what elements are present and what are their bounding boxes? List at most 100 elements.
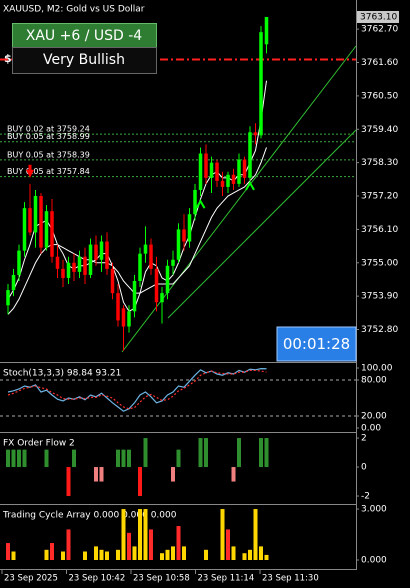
candle-body <box>132 280 137 312</box>
y-tick-label: 3755.00 <box>361 258 398 268</box>
histogram-bar <box>66 529 71 560</box>
histogram-bar <box>165 549 170 560</box>
histogram-bar <box>22 449 27 468</box>
histogram-bar <box>231 467 236 482</box>
buy-arrow <box>195 199 206 209</box>
chart-title: XAUUSD, M2: Gold vs US Dollar <box>3 5 145 15</box>
frame <box>0 0 357 570</box>
buy-arrow <box>245 180 255 191</box>
histogram-bar <box>248 549 252 560</box>
histogram-bar <box>259 546 263 560</box>
y-tick-label: 3762.70 <box>361 25 398 35</box>
histogram-bar <box>17 449 21 468</box>
y-tick-label: 3760.50 <box>361 91 398 101</box>
candle-body <box>61 268 65 278</box>
candle-body <box>165 265 170 294</box>
candle-body <box>160 293 164 303</box>
candle-body <box>127 311 131 327</box>
y-tick-label: 3752.80 <box>361 325 398 335</box>
y-tick-label: 0 <box>361 463 367 473</box>
candle-body <box>237 159 241 184</box>
candle-body <box>143 244 148 254</box>
histogram-bar <box>61 551 65 560</box>
candle-body <box>28 208 32 233</box>
histogram-bar <box>264 438 269 468</box>
panel-title: Trading Cycle Array 0.000 0.000 0.000 <box>2 511 177 521</box>
histogram-bar <box>171 546 175 560</box>
candle-body <box>50 211 54 257</box>
histogram-bar <box>99 549 104 560</box>
candle-body <box>6 290 10 306</box>
candle-body <box>253 132 258 136</box>
y-tick-label: -2 <box>361 492 370 502</box>
candle-body <box>215 162 219 181</box>
histogram-bar <box>220 509 225 560</box>
y-tick-label: 20.00 <box>361 411 387 421</box>
y-tick-label: 2 <box>361 434 367 444</box>
candle-body <box>72 262 76 272</box>
histogram-bar <box>198 438 203 468</box>
candle-body <box>198 153 203 190</box>
order-label: BUY 0.05 at 3757.84 <box>7 167 90 176</box>
histogram-bar <box>44 449 49 468</box>
histogram-bar <box>264 554 269 560</box>
histogram-bar <box>121 509 126 560</box>
x-tick-label: 23 Sep 10:58 <box>133 574 190 584</box>
histogram-bar <box>116 449 120 468</box>
histogram-bar <box>231 546 236 560</box>
histogram-bar <box>138 467 142 497</box>
candle-body <box>264 16 269 45</box>
candle-body <box>226 174 230 187</box>
candle-body <box>154 268 159 303</box>
histogram-bar <box>11 449 16 468</box>
histogram-bar <box>204 549 208 560</box>
y-tick-label: 3757.20 <box>361 192 398 202</box>
candle-body <box>242 159 247 178</box>
bias-box <box>12 23 157 48</box>
x-tick-label: 23 Sep 2025 <box>4 574 58 584</box>
candle-body <box>121 308 126 327</box>
candle-body <box>110 268 115 294</box>
candle-body <box>204 153 208 178</box>
histogram-bar <box>138 509 142 560</box>
panel-title: Stoch(13,3,3) 98.84 93.21 <box>3 369 121 379</box>
candle-body <box>77 256 82 272</box>
candle-body <box>17 250 21 275</box>
y-tick-label: 3753.90 <box>361 292 398 302</box>
y-tick-label: 3.000 <box>361 505 387 515</box>
x-tick-label: 23 Sep 11:14 <box>198 574 255 584</box>
stoch-line <box>7 368 267 412</box>
y-tick-label: 0.000 <box>361 556 387 566</box>
histogram-bar <box>132 546 137 560</box>
last-price-box <box>357 10 399 23</box>
histogram-bar <box>171 467 175 482</box>
histogram-bar <box>176 449 181 468</box>
order-label: BUY 0.05 at 3758.99 <box>7 132 90 141</box>
candle-body <box>248 132 252 178</box>
last-price-label: 3763.10 <box>360 12 397 22</box>
y-tick-label: 80.00 <box>361 376 387 386</box>
y-tick-label: 3761.60 <box>361 58 398 68</box>
candle-body <box>259 32 263 136</box>
stoch-line <box>7 369 267 410</box>
histogram-bar <box>182 546 186 560</box>
x-tick-label: 23 Sep 11:30 <box>262 574 319 584</box>
timer: 00:01:28 <box>283 335 350 353</box>
histogram-bar <box>44 549 49 560</box>
candle-body <box>99 241 104 260</box>
histogram-bar <box>121 449 126 468</box>
candle-body <box>33 196 38 233</box>
panel-title: FX Order Flow 2 <box>3 439 75 449</box>
histogram-bar <box>116 549 120 560</box>
candle-body <box>138 253 142 281</box>
histogram-bar <box>259 438 263 468</box>
candle-body <box>22 208 27 251</box>
histogram-bar <box>237 438 241 468</box>
candle-body <box>44 211 49 248</box>
histogram-bar <box>204 438 208 468</box>
histogram-bar <box>160 553 164 560</box>
x-tick-label: 23 Sep 10:42 <box>69 574 126 584</box>
histogram-bar <box>83 551 87 560</box>
